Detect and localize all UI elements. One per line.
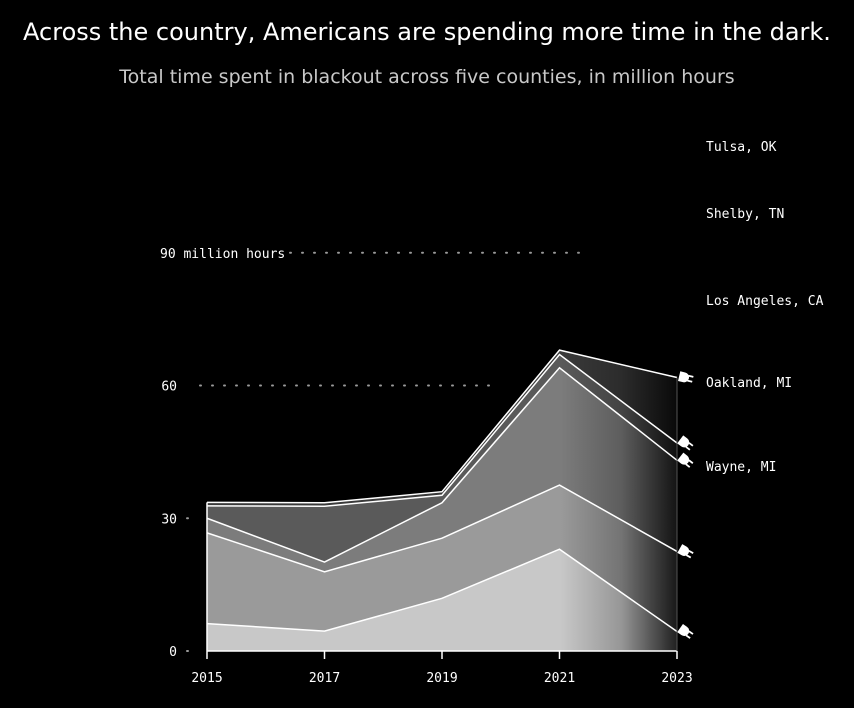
fade-overlay: [207, 100, 678, 651]
plug-prong: [688, 549, 694, 554]
line-los-angeles-ca: [206, 366, 678, 563]
plug-body: [677, 544, 690, 556]
x-tick-label-2023: 2023: [661, 671, 692, 686]
plug-icon: [677, 544, 694, 559]
y-tick-label-30: 30: [161, 512, 177, 527]
plug-prong: [688, 630, 694, 635]
plug-prong: [685, 463, 691, 468]
plug-prong: [687, 379, 693, 383]
plug-prong: [685, 446, 691, 451]
plug-icon: [677, 452, 694, 468]
chart-subtitle: Total time spent in blackout across five…: [119, 66, 735, 88]
line-oakland-mi: [206, 484, 678, 573]
legend-label-shelby-tn: Shelby, TN: [706, 207, 784, 222]
legend-label-wayne-mi: Wayne, MI: [706, 460, 776, 475]
x-tick-label-2017: 2017: [309, 671, 340, 686]
plug-body: [677, 623, 690, 636]
x-tick-label-2019: 2019: [426, 671, 457, 686]
y-tick-label-90: 90 million hours: [160, 247, 285, 262]
legend-label-los-angeles-ca: Los Angeles, CA: [706, 294, 824, 309]
plug-prong: [688, 374, 694, 378]
plug-prong: [685, 634, 691, 639]
y-tick-label-0: 0: [169, 645, 177, 660]
line-wayne-mi: [206, 548, 678, 633]
plug-icon: [677, 435, 694, 451]
plug-prong: [688, 442, 694, 447]
y-tick-label-60: 60: [161, 380, 177, 395]
plug-prong: [688, 459, 694, 464]
x-tick-label-2015: 2015: [191, 671, 222, 686]
x-tick-label-2021: 2021: [544, 671, 575, 686]
line-shelby-tn: [206, 353, 678, 508]
plug-body: [678, 371, 690, 383]
chart-title: Across the country, Americans are spendi…: [23, 18, 831, 46]
plug-body: [677, 452, 690, 465]
legend-label-tulsa-ok: Tulsa, OK: [706, 140, 777, 155]
plug-icon: [677, 623, 694, 639]
plug-body: [677, 435, 690, 448]
plug-icon: [678, 371, 694, 383]
line-tulsa-ok: [206, 349, 678, 504]
legend-label-oakland-mi: Oakland, MI: [706, 376, 792, 391]
plug-prong: [685, 554, 692, 559]
